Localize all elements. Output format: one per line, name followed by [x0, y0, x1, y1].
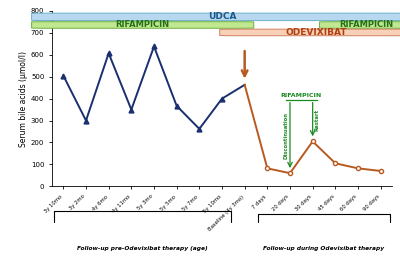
- FancyBboxPatch shape: [220, 29, 400, 36]
- FancyBboxPatch shape: [32, 13, 400, 21]
- Text: Follow-up during Odevixibat therapy: Follow-up during Odevixibat therapy: [264, 246, 384, 251]
- Text: UDCA: UDCA: [208, 12, 236, 21]
- FancyBboxPatch shape: [32, 22, 254, 28]
- Text: RIFAMPICIN: RIFAMPICIN: [281, 93, 322, 98]
- Text: Discontinuation: Discontinuation: [284, 112, 288, 159]
- Text: ODEVIXIBAT: ODEVIXIBAT: [285, 28, 347, 37]
- Y-axis label: Serum bile acids (μmol/l): Serum bile acids (μmol/l): [19, 51, 28, 147]
- Text: Follow-up pre-Odevixibat therapy (age): Follow-up pre-Odevixibat therapy (age): [77, 246, 208, 251]
- Text: RIFAMPICIN: RIFAMPICIN: [116, 21, 170, 30]
- FancyBboxPatch shape: [320, 22, 400, 28]
- Text: RIFAMPICIN: RIFAMPICIN: [339, 21, 393, 30]
- Text: Restart: Restart: [314, 109, 319, 130]
